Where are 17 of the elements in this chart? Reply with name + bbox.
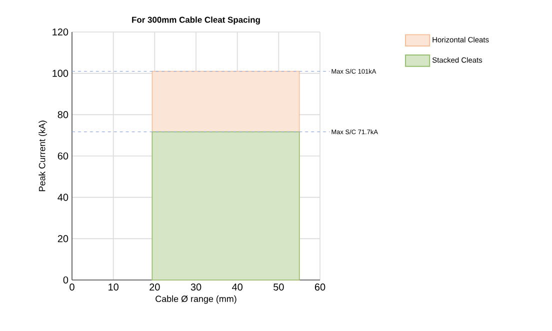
x-tick-label: 20 — [150, 284, 160, 291]
x-tick-label: 50 — [274, 284, 284, 291]
y-tick-label: 60 — [58, 152, 68, 160]
y-tick-label: 80 — [58, 111, 68, 118]
y-tick-label: 100 — [52, 70, 68, 77]
x-tick-label: 0 — [70, 284, 74, 291]
y-axis-title: Peak Current (kA) — [38, 120, 48, 192]
x-axis-title: Cable Ø range (mm) — [156, 295, 236, 304]
x-tick-label: 60 — [314, 284, 326, 291]
x-tick-label: 10 — [108, 284, 118, 291]
y-tick-label: 120 — [52, 28, 68, 36]
y-tick-label: 0 — [63, 276, 68, 284]
x-tick-label: 30 — [190, 284, 202, 291]
chart-title: For 300mm Cable Cleat Spacing — [132, 16, 260, 24]
y-tick-label: 20 — [58, 235, 68, 242]
x-tick-label: 40 — [232, 284, 242, 291]
y-tick-label: 40 — [58, 194, 68, 201]
